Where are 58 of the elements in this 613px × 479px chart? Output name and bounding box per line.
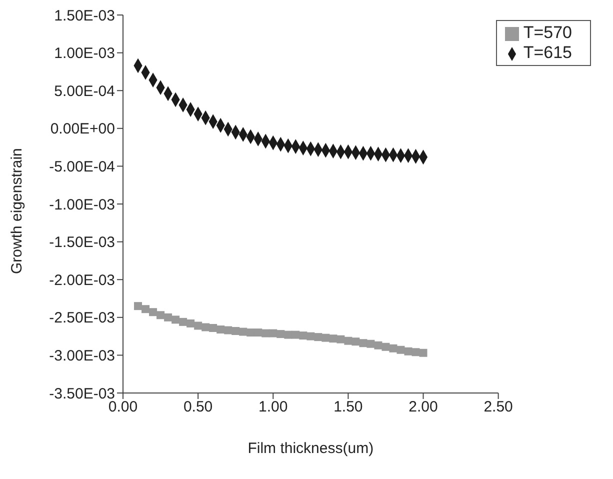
point (254, 328, 262, 337)
y-axis-title: Growth eigenstrain (8, 148, 26, 274)
point (419, 348, 428, 357)
point (359, 339, 368, 348)
point (396, 346, 405, 354)
y-tick-label: -1.00E-03 (49, 196, 115, 214)
point (374, 341, 382, 350)
point (172, 316, 180, 324)
y-tick-label: 5.00E-04 (54, 82, 115, 100)
y-tick-label: -5.00E-04 (49, 158, 115, 176)
point (389, 344, 398, 352)
x-tick-label: 1.00 (258, 398, 288, 416)
point (404, 347, 412, 356)
point (246, 328, 255, 337)
point (382, 342, 390, 351)
point (179, 318, 188, 326)
point (156, 311, 165, 320)
point (232, 327, 240, 336)
point (262, 329, 270, 338)
point (224, 326, 232, 334)
y-tick-label: 1.50E-03 (54, 7, 115, 24)
point (292, 330, 300, 339)
x-tick-label: 1.50 (334, 398, 363, 416)
x-tick-label: 0.50 (183, 398, 213, 416)
point (164, 313, 172, 322)
point (344, 336, 352, 345)
y-tick-label: -2.00E-03 (49, 272, 115, 289)
x-axis-title: Film thickness(um) (248, 440, 374, 457)
point (202, 323, 210, 332)
x-tick-label: 2.50 (484, 398, 513, 416)
point (314, 333, 322, 342)
point (209, 324, 218, 332)
point (352, 338, 360, 346)
y-tick-label: 0.00E+00 (50, 120, 115, 138)
point (142, 305, 150, 314)
y-tick-label: -1.50E-03 (49, 234, 115, 252)
point (336, 335, 345, 344)
point (329, 334, 338, 343)
legend-label: T=570 (523, 23, 572, 42)
point (134, 302, 142, 310)
point (412, 348, 420, 356)
y-tick-label: 1.00E-03 (54, 45, 115, 62)
point (299, 332, 308, 340)
point (284, 330, 292, 339)
x-tick-label: 2.00 (408, 398, 438, 416)
point (366, 340, 375, 348)
point (269, 329, 278, 338)
point (306, 332, 315, 340)
point (216, 325, 225, 334)
point (322, 334, 330, 342)
legend-label: T=615 (523, 43, 572, 62)
point (186, 319, 195, 328)
point (149, 308, 158, 316)
y-tick-label: -2.50E-03 (49, 310, 115, 327)
point (194, 322, 202, 330)
point (276, 330, 285, 338)
y-tick-label: -3.00E-03 (49, 348, 115, 365)
point (239, 328, 248, 336)
